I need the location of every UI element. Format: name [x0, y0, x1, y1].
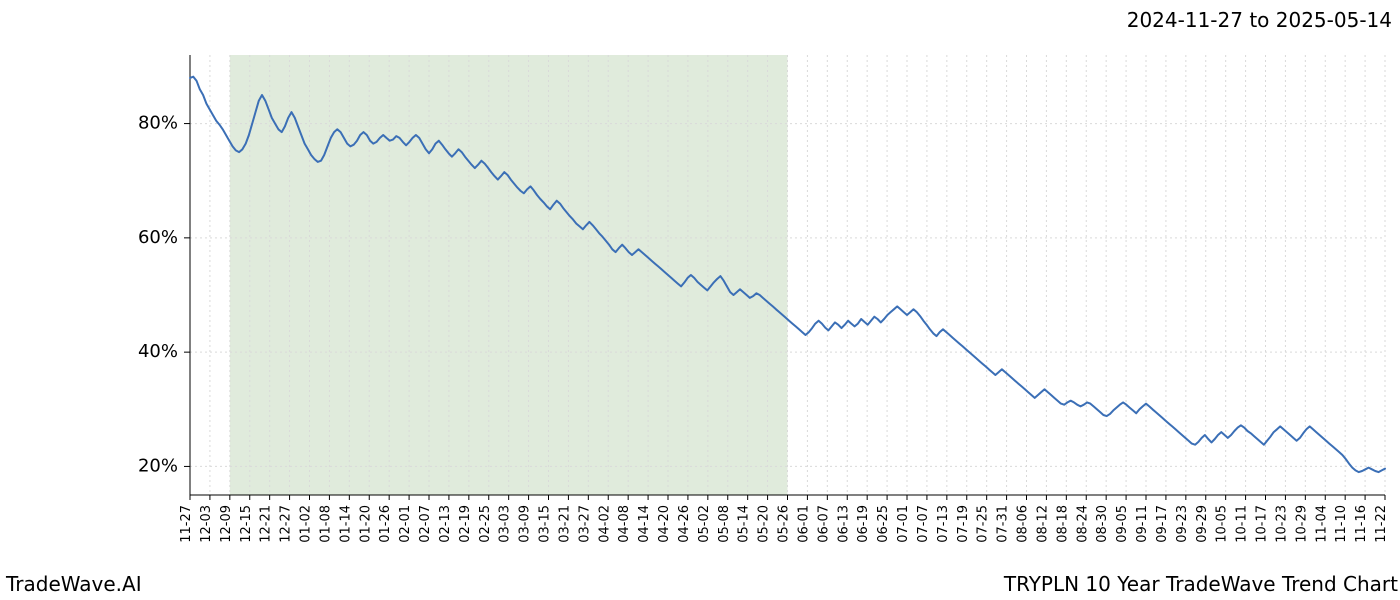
xtick-label: 07-31	[996, 505, 1011, 543]
xtick-label: 05-02	[697, 505, 712, 543]
xtick-label: 06-01	[796, 505, 811, 543]
xtick-label: 08-06	[1016, 505, 1031, 543]
xtick-label: 04-14	[637, 505, 652, 543]
xtick-label: 05-14	[737, 505, 752, 543]
xtick-label: 03-27	[577, 505, 592, 543]
xtick-label: 03-03	[498, 505, 513, 543]
xtick-label: 01-26	[378, 505, 393, 543]
xtick-label: 07-07	[916, 505, 931, 543]
xtick-label: 09-29	[1195, 505, 1210, 543]
xtick-label: 06-13	[836, 505, 851, 543]
xtick-label: 10-17	[1255, 505, 1270, 543]
xtick-label: 04-02	[597, 505, 612, 543]
xtick-label: 05-20	[757, 505, 772, 543]
ytick-label: 20%	[138, 455, 178, 476]
xtick-label: 05-26	[777, 505, 792, 543]
xtick-label: 10-05	[1215, 505, 1230, 543]
xtick-label: 12-03	[199, 505, 214, 543]
xtick-label: 07-13	[936, 505, 951, 543]
ytick-label: 80%	[138, 113, 178, 134]
xtick-label: 07-19	[956, 505, 971, 543]
xtick-label: 12-09	[219, 505, 234, 543]
xtick-label: 06-07	[816, 505, 831, 543]
xtick-label: 01-20	[358, 505, 373, 543]
xtick-label: 03-15	[538, 505, 553, 543]
ytick-label: 60%	[138, 227, 178, 248]
xtick-label: 02-07	[418, 505, 433, 543]
xtick-label: 09-05	[1115, 505, 1130, 543]
xtick-label: 01-14	[338, 505, 353, 543]
xtick-label: 11-16	[1354, 505, 1369, 543]
xtick-label: 09-23	[1175, 505, 1190, 543]
ytick-label: 40%	[138, 341, 178, 362]
xtick-label: 08-30	[1095, 505, 1110, 543]
xtick-label: 03-21	[557, 505, 572, 543]
xtick-label: 05-08	[717, 505, 732, 543]
xtick-label: 03-09	[518, 505, 533, 543]
xtick-label: 08-24	[1075, 505, 1090, 543]
xtick-label: 04-26	[677, 505, 692, 543]
xtick-label: 11-27	[179, 505, 194, 543]
xtick-label: 04-20	[657, 505, 672, 543]
xtick-label: 07-25	[976, 505, 991, 543]
xtick-label: 10-29	[1294, 505, 1309, 543]
xtick-label: 02-13	[438, 505, 453, 543]
xtick-label: 08-18	[1055, 505, 1070, 543]
xtick-label: 12-21	[259, 505, 274, 543]
trend-chart: 20% 40% 60% 80% 11-27 12-03 12-09 12-15 12-21 12-…	[0, 0, 1400, 600]
xtick-label: 11-10	[1334, 505, 1349, 543]
xtick-label: 11-22	[1374, 505, 1389, 543]
xtick-label: 06-25	[876, 505, 891, 543]
xtick-label: 02-25	[478, 505, 493, 543]
xtick-label: 12-27	[279, 505, 294, 543]
xtick-label: 08-12	[1035, 505, 1050, 543]
xtick-label: 09-17	[1155, 505, 1170, 543]
xtick-label: 10-23	[1274, 505, 1289, 543]
xtick-label: 06-19	[856, 505, 871, 543]
xtick-label: 01-08	[318, 505, 333, 543]
xtick-label: 02-01	[398, 505, 413, 543]
xtick-label: 07-01	[896, 505, 911, 543]
xtick-label: 09-11	[1135, 505, 1150, 543]
xtick-label: 10-11	[1235, 505, 1250, 543]
xtick-label: 12-15	[239, 505, 254, 543]
xtick-label: 01-02	[299, 505, 314, 543]
xtick-label: 02-19	[458, 505, 473, 543]
xtick-label: 04-08	[617, 505, 632, 543]
xtick-label: 11-04	[1314, 505, 1329, 543]
